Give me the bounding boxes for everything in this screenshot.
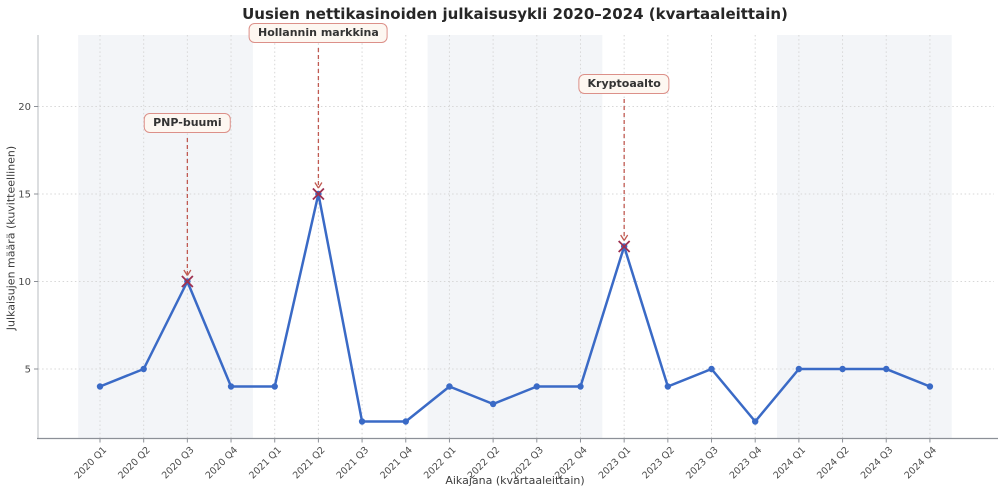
y-tick-label: 5 — [25, 365, 31, 376]
chart-title: Uusien nettikasinoiden julkaisusykli 202… — [242, 5, 788, 23]
year-band — [427, 35, 603, 439]
annotation-arrowhead — [183, 269, 188, 276]
x-tick-label: 2020 Q1 — [73, 445, 110, 482]
y-axis-label: Julkaisujen määrä (kuvitteellinen) — [4, 145, 18, 331]
x-tick-label: 2020 Q4 — [204, 445, 241, 482]
peak-x-marker — [181, 275, 194, 288]
x-axis-label: Aikajana (kvartaaleittain) — [445, 474, 585, 487]
x-tick-label: 2024 Q4 — [902, 445, 939, 482]
annotation-hollannin-markkina: Hollannin markkina — [248, 23, 388, 44]
data-point — [577, 383, 584, 390]
y-tick-label: 20 — [18, 102, 31, 113]
data-point — [752, 418, 759, 425]
data-point — [402, 418, 409, 425]
x-tick-label: 2023 Q1 — [597, 445, 634, 482]
x-tick-label: 2023 Q2 — [640, 445, 677, 482]
data-point — [446, 383, 453, 390]
data-point — [140, 365, 147, 373]
x-tick-label: 2020 Q3 — [160, 445, 197, 482]
data-point — [883, 365, 890, 373]
y-tick-label: 10 — [18, 277, 31, 288]
data-point — [664, 383, 672, 390]
x-tick-label: 2021 Q1 — [247, 445, 284, 482]
annotation-arrowhead — [186, 269, 192, 276]
data-point — [489, 400, 497, 408]
data-point — [271, 383, 278, 390]
data-point — [96, 383, 104, 390]
data-point — [926, 383, 934, 390]
annotation-arrowhead — [317, 182, 323, 189]
peak-x-marker — [618, 240, 631, 253]
year-band — [777, 35, 952, 439]
data-point — [839, 365, 846, 373]
data-point — [533, 383, 540, 390]
annotation-pnp-buumi: PNP-buumi — [144, 113, 231, 134]
x-tick-label: 2021 Q2 — [291, 445, 328, 482]
annotation-arrowhead — [314, 182, 319, 189]
peak-x-marker — [312, 187, 325, 201]
data-point — [227, 383, 235, 390]
x-tick-label: 2021 Q4 — [378, 445, 415, 482]
x-tick-label: 2024 Q3 — [859, 445, 896, 482]
data-line — [98, 192, 932, 423]
y-tick-label: 15 — [18, 190, 31, 201]
x-tick-label: 2020 Q2 — [116, 445, 153, 482]
x-tick-label: 2024 Q2 — [815, 445, 852, 482]
x-tick-label: 2021 Q3 — [335, 445, 372, 482]
annotation-arrowhead — [623, 234, 629, 241]
annotation-kryptoaalto: Kryptoaalto — [578, 74, 670, 95]
x-tick-label: 2023 Q3 — [684, 445, 721, 482]
x-tick-label: 2024 Q1 — [771, 445, 808, 482]
data-point — [708, 365, 715, 373]
data-point — [795, 365, 803, 373]
annotation-arrowhead — [620, 234, 625, 241]
x-tick-label: 2023 Q4 — [728, 445, 765, 482]
data-point — [358, 418, 366, 425]
